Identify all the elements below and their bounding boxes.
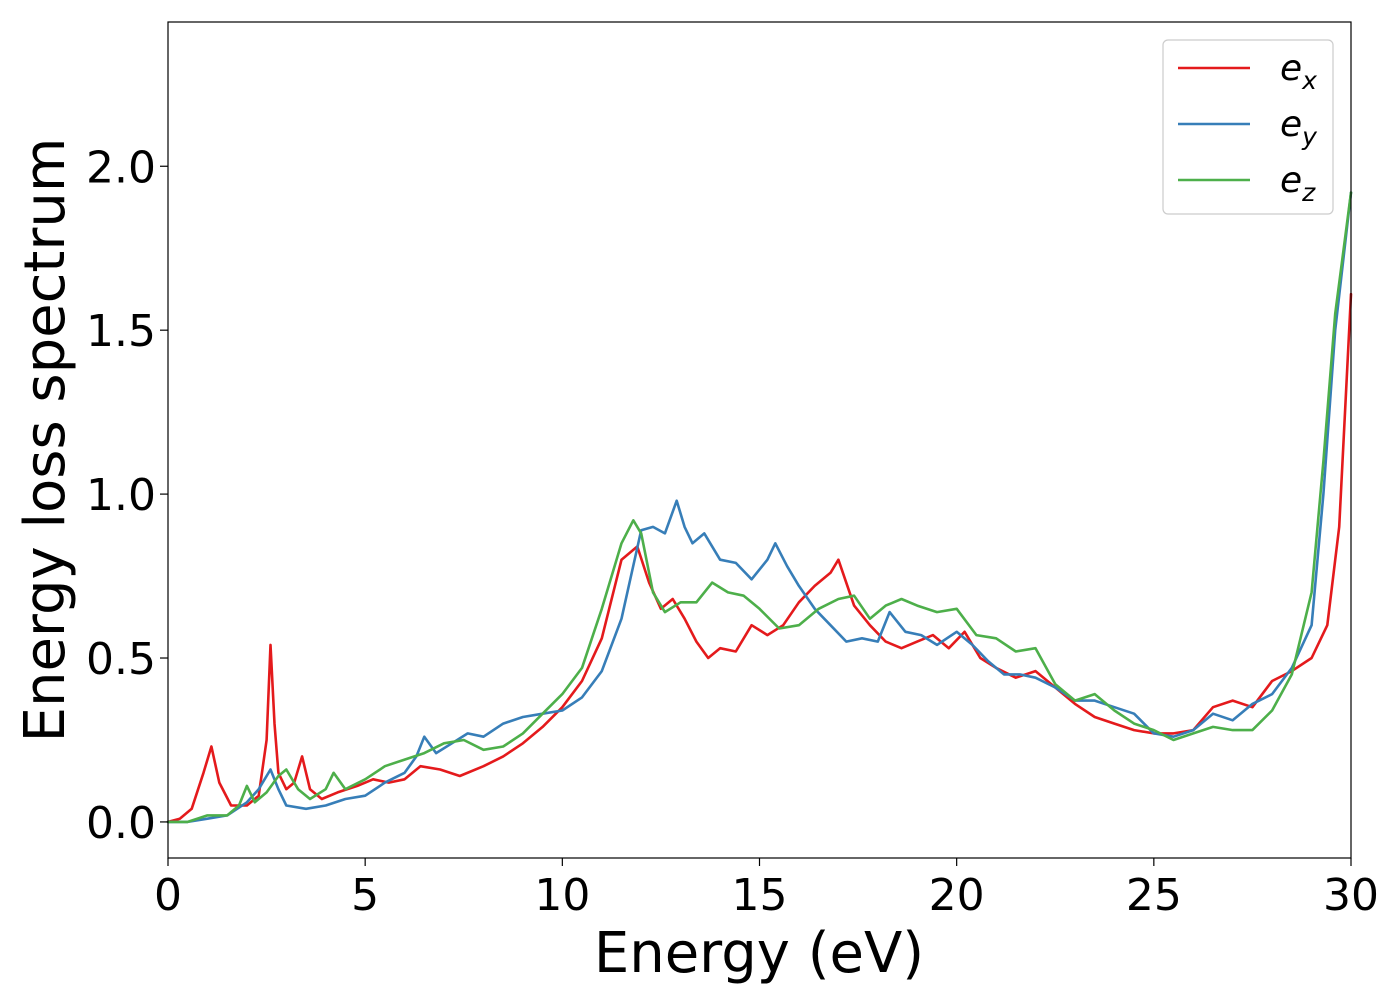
legend-label-z: ez	[1280, 160, 1316, 207]
x-tick-label: 20	[929, 870, 985, 921]
x-tick-label: 25	[1126, 870, 1182, 921]
series-line-z	[166, 191, 1353, 824]
x-axis: 0 5 10 15 20 25 30	[154, 858, 1379, 921]
y-tick-label: 0.5	[86, 634, 156, 685]
y-tick-label: 0.0	[86, 798, 156, 849]
x-tick-label: 0	[154, 870, 182, 921]
series-line-x	[166, 292, 1353, 824]
legend-label-x: ex	[1280, 48, 1317, 95]
plot-background	[168, 22, 1351, 858]
legend-frame	[1162, 39, 1334, 215]
x-tick-label: 10	[534, 870, 590, 921]
series-line-y	[166, 191, 1353, 824]
y-axis-title: Energy loss spectrum	[13, 138, 78, 743]
x-tick-label: 30	[1323, 870, 1379, 921]
y-tick-label: 1.0	[86, 470, 156, 521]
x-tick-label: 5	[351, 870, 379, 921]
y-tick-label: 2.0	[86, 142, 156, 193]
legend-label-y: ey	[1280, 104, 1318, 151]
y-tick-label: 1.5	[86, 306, 156, 357]
y-axis: 0.0 0.5 1.0 1.5 2.0	[86, 142, 168, 849]
x-axis-title: Energy (eV)	[594, 921, 924, 986]
x-tick-label: 15	[732, 870, 788, 921]
series-layer	[166, 191, 1353, 824]
legend: ex ey ez	[1162, 39, 1334, 215]
